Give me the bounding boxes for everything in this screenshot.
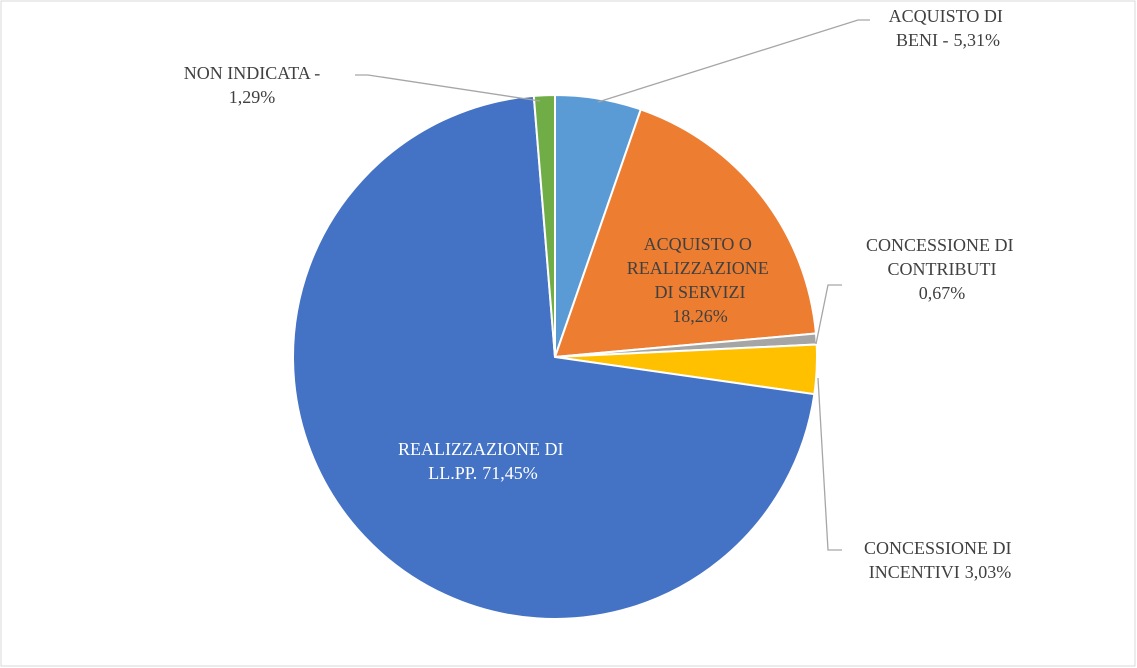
slice-label: NON INDICATA - (184, 63, 321, 83)
pie-slice (292, 94, 816, 620)
leader-line (815, 284, 842, 345)
leader-line (597, 19, 870, 103)
value-label: 1,29% (229, 87, 276, 107)
slice-label: REALIZZAZIONE DI LL.PP. (398, 439, 568, 483)
slice-label: ACQUISTO DI BENI - (889, 6, 1008, 50)
pie-slice (532, 93, 556, 358)
pie-slice (553, 108, 818, 359)
slice-label: CONCESSIONE DI INCENTIVI (864, 538, 1016, 582)
value-label: 3,03% (965, 562, 1012, 582)
pie (292, 93, 818, 620)
leader-line (355, 74, 541, 102)
value-label: 18,26% (672, 306, 728, 326)
value-label: 5,31% (954, 30, 1001, 50)
slice-label: ACQUISTO O REALIZZAZIONE DI SERVIZI (627, 234, 773, 302)
slice-label: CONCESSIONE DI CONTRIBUTI (866, 235, 1018, 279)
value-label: 0,67% (919, 283, 966, 303)
value-label: 71,45% (482, 463, 538, 483)
leader-line (817, 377, 842, 551)
